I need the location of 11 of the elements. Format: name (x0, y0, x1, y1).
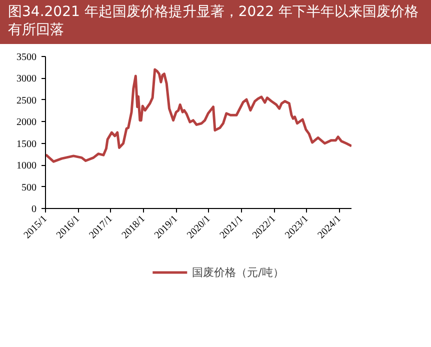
y-tick-label: 1000 (16, 160, 36, 172)
chart-title: 图34.2021 年起国废价格提升显著，2022 年下半年以来国废价格有所回落 (8, 3, 420, 39)
line-series (46, 68, 352, 163)
y-tick-label: 3000 (16, 74, 36, 85)
y-tick-label: 500 (22, 182, 36, 194)
y-tick-label: 2000 (16, 117, 36, 128)
y-tick-label: 2500 (16, 95, 36, 106)
legend-label: 国废价格（元/吨） (192, 264, 284, 280)
y-tick-label: 1500 (16, 138, 36, 150)
y-tick-label: 3500 (16, 52, 36, 63)
y-tick-label: 0 (32, 204, 36, 215)
